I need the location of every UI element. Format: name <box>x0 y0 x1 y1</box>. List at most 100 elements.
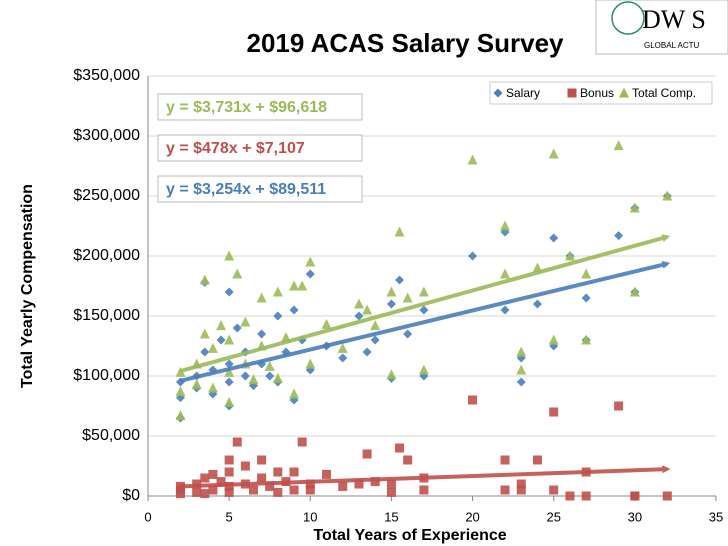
point <box>208 469 218 479</box>
legend-marker <box>619 87 629 98</box>
point <box>224 487 234 497</box>
point <box>199 328 210 339</box>
point <box>629 202 640 213</box>
point <box>467 154 478 165</box>
point <box>200 473 210 483</box>
point <box>273 487 283 497</box>
point <box>386 369 397 380</box>
point <box>516 377 526 387</box>
y-tick-label: $100,000 <box>73 367 140 384</box>
point <box>289 467 299 477</box>
equation-label: y = $3,731x + $96,618 <box>166 99 327 116</box>
point <box>395 275 405 285</box>
point <box>662 190 673 201</box>
x-tick-label: 5 <box>226 509 233 524</box>
point <box>175 386 186 397</box>
point <box>207 342 218 353</box>
point <box>362 449 372 459</box>
point <box>265 481 275 491</box>
point <box>175 481 185 491</box>
point <box>418 364 429 375</box>
point <box>289 305 299 315</box>
point <box>516 346 527 357</box>
point <box>264 360 275 371</box>
trendline <box>179 260 671 383</box>
point <box>232 323 242 333</box>
y-tick-label: $250,000 <box>73 187 140 204</box>
trendline <box>179 234 671 374</box>
point <box>548 148 559 159</box>
point <box>403 455 413 465</box>
legend-box <box>489 81 713 105</box>
y-tick-label: $0 <box>122 487 140 504</box>
equation-box <box>157 134 363 162</box>
point <box>191 378 202 389</box>
point <box>216 477 226 487</box>
y-tick-label: $50,000 <box>82 427 140 444</box>
point <box>175 366 186 377</box>
point <box>321 318 332 329</box>
point <box>232 437 242 447</box>
point <box>175 489 185 499</box>
point <box>581 268 592 279</box>
x-tick-label: 20 <box>465 509 479 524</box>
y-axis-label: Total Yearly Compensation <box>19 184 36 388</box>
point <box>630 491 640 501</box>
point <box>395 443 405 453</box>
point <box>257 455 267 465</box>
point <box>516 479 526 489</box>
point <box>516 364 527 375</box>
point <box>353 298 364 309</box>
point <box>240 371 250 381</box>
logo-text: DW S <box>642 5 706 34</box>
point <box>224 287 234 297</box>
point <box>289 485 299 495</box>
point <box>419 485 429 495</box>
point <box>564 250 575 261</box>
point <box>500 305 510 315</box>
point <box>418 286 429 297</box>
point <box>386 299 396 309</box>
point <box>305 358 316 369</box>
point <box>248 374 259 385</box>
point <box>549 485 559 495</box>
point <box>207 382 218 393</box>
point <box>338 481 348 491</box>
point <box>224 396 235 407</box>
point <box>256 292 267 303</box>
point <box>297 280 308 291</box>
point <box>403 329 413 339</box>
logo-box <box>595 0 728 55</box>
point <box>581 491 591 501</box>
point <box>419 305 429 315</box>
point <box>370 335 380 345</box>
point <box>394 226 405 237</box>
legend-label: Total Comp. <box>632 86 696 100</box>
point <box>548 334 559 345</box>
point <box>370 320 381 331</box>
point <box>662 491 672 501</box>
legend-label: Bonus <box>580 86 614 100</box>
point <box>273 467 283 477</box>
point <box>362 347 372 357</box>
point <box>216 320 227 331</box>
point <box>468 251 478 261</box>
point <box>386 479 396 489</box>
point <box>613 140 624 151</box>
point <box>581 334 592 345</box>
point <box>224 359 234 369</box>
point <box>516 485 526 495</box>
equation-box <box>157 175 363 203</box>
equation-box <box>157 93 363 121</box>
point <box>216 335 226 345</box>
point <box>224 377 234 387</box>
x-tick-label: 15 <box>384 509 398 524</box>
point <box>305 256 316 267</box>
y-tick-label: $350,000 <box>73 67 140 84</box>
point <box>224 455 234 465</box>
equation-label: y = $478x + $7,107 <box>166 140 305 157</box>
point <box>354 311 364 321</box>
equation-label: y = $3,254x + $89,511 <box>166 181 326 198</box>
point <box>272 286 283 297</box>
point <box>362 304 373 315</box>
